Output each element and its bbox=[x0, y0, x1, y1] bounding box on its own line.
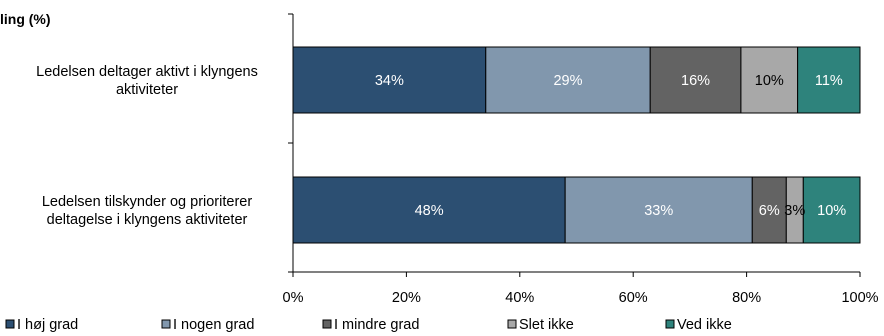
x-tick-label: 100% bbox=[841, 290, 878, 306]
data-label: 3% bbox=[784, 203, 805, 219]
legend-swatch bbox=[161, 319, 171, 329]
legend: I høj grad I nogen grad I mindre grad Slet … bbox=[5, 317, 732, 333]
x-tick-label: 20% bbox=[392, 290, 421, 306]
data-label: 34% bbox=[375, 73, 404, 89]
x-tick-label: 0% bbox=[283, 290, 304, 306]
legend-label: Ved ikke bbox=[677, 317, 732, 333]
x-tick-label: 60% bbox=[619, 290, 648, 306]
bar-segment bbox=[797, 46, 861, 114]
x-tick-label: 40% bbox=[505, 290, 534, 306]
category-labels: Ledelsen deltager aktivt i klyngens aktiv… bbox=[36, 64, 258, 228]
chart-title: ling (%) bbox=[0, 11, 51, 27]
axes: 0% 20% 40% 60% 80% 100% bbox=[283, 13, 879, 306]
bar-segment bbox=[649, 46, 742, 114]
legend-label: Slet ikke bbox=[519, 317, 574, 333]
bar-segment bbox=[292, 176, 566, 244]
data-label: 10% bbox=[755, 73, 784, 89]
bars: 34% 29% 16% 10% 11% 48% 33% 6% 3% 10% bbox=[292, 46, 861, 244]
legend-swatch bbox=[507, 319, 517, 329]
legend-swatch bbox=[5, 319, 15, 329]
category-label: deltagelse i klyngens aktiviteter bbox=[47, 212, 248, 228]
category-label: aktiviteter bbox=[116, 82, 178, 98]
bar-segment bbox=[485, 46, 651, 114]
legend-swatch bbox=[665, 319, 675, 329]
data-label: 10% bbox=[817, 203, 846, 219]
legend-label: I mindre grad bbox=[334, 317, 419, 333]
legend-label: I høj grad bbox=[17, 317, 78, 333]
legend-label: I nogen grad bbox=[173, 317, 254, 333]
data-label: 33% bbox=[644, 203, 673, 219]
bar-segment bbox=[751, 176, 787, 244]
category-label: Ledelsen tilskynder og prioriterer bbox=[42, 194, 253, 210]
data-label: 16% bbox=[681, 73, 710, 89]
data-label: 48% bbox=[415, 203, 444, 219]
bar-segment bbox=[292, 46, 487, 114]
bar-segment bbox=[802, 176, 861, 244]
x-tick-label: 80% bbox=[732, 290, 761, 306]
data-label: 29% bbox=[553, 73, 582, 89]
bar-segment bbox=[564, 176, 753, 244]
data-label: 6% bbox=[759, 203, 780, 219]
legend-swatch bbox=[322, 319, 332, 329]
category-label: Ledelsen deltager aktivt i klyngens bbox=[36, 64, 258, 80]
data-label: 11% bbox=[815, 73, 843, 89]
